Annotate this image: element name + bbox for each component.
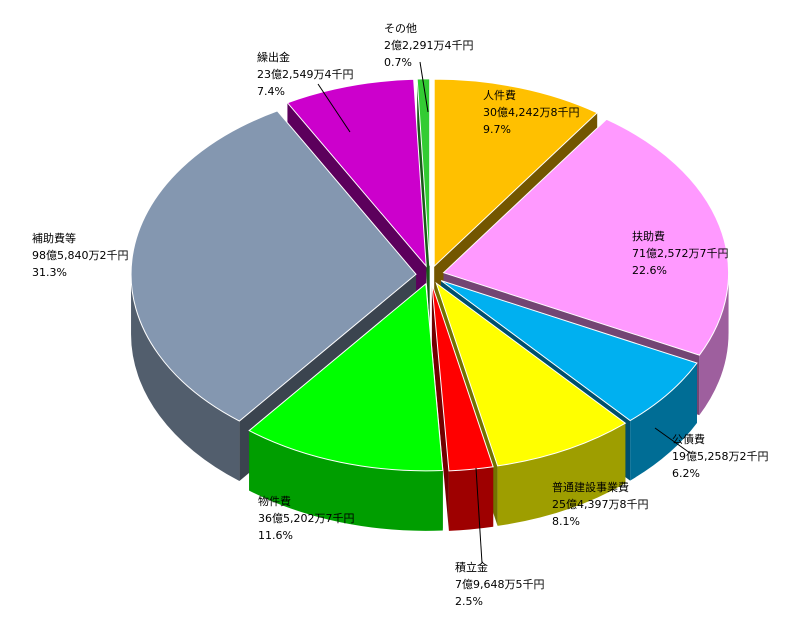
pie-slice-wall: [417, 78, 430, 326]
leader-line: [317, 83, 351, 133]
data-label-amount: 7億9,648万5千円: [455, 578, 545, 591]
pie-tops: [130, 78, 730, 472]
leader-line: [654, 427, 691, 454]
data-label-percent: 22.6%: [632, 264, 667, 277]
pie-slice-1: [442, 118, 730, 356]
data-label-percent: 8.1%: [552, 515, 580, 528]
data-label-amount: 71億2,572万7千円: [632, 247, 729, 260]
pie-slice-outer-wall: [699, 272, 729, 416]
data-label-name: 公債費: [672, 432, 705, 446]
data-label-name: 扶助費: [632, 229, 665, 243]
pie-slice-outer-wall: [131, 274, 240, 482]
data-label-name: 繰出金: [257, 50, 290, 64]
data-label-amount: 2億2,291万4千円: [384, 39, 474, 52]
pie-slice-outer-wall: [630, 363, 697, 481]
pie-slice-outer-wall: [249, 430, 443, 531]
pie-labels: 人件費 30億4,242万8千円 9.7% 扶助費 71億2,572万7千円 22.6% 公…: [32, 22, 769, 608]
pie-slice-0: [433, 78, 599, 268]
data-label-percent: 6.2%: [672, 467, 700, 480]
data-label-amount: 98億5,840万2千円: [32, 249, 129, 262]
data-label-amount: 30億4,242万8千円: [483, 106, 580, 119]
pie-slice-wall: [431, 284, 449, 531]
pie-slice-5: [248, 282, 444, 472]
pie-slice-7: [286, 78, 427, 268]
data-label-name: その他: [384, 22, 417, 35]
pie-slice-2: [440, 280, 698, 422]
data-label-name: 物件費: [258, 494, 291, 508]
pie-slice-outer-wall: [497, 423, 626, 526]
data-label-name: 人件費: [483, 88, 516, 102]
pie-slice-outer-wall: [448, 466, 494, 531]
leader-line: [475, 467, 483, 564]
data-label-percent: 0.7%: [384, 56, 412, 69]
data-label-name: 補助費等: [32, 231, 76, 245]
data-label-percent: 7.4%: [257, 85, 285, 98]
data-label-percent: 9.7%: [483, 123, 511, 136]
pie-slice-4: [431, 283, 494, 472]
data-label-name: 積立金: [455, 560, 488, 574]
pie-slice-6: [130, 110, 417, 422]
data-label-amount: 36億5,202万7千円: [258, 512, 355, 525]
data-label-amount: 19億5,258万2千円: [672, 450, 769, 463]
pie-slice-8: [416, 78, 431, 266]
data-label-name: 普通建設事業費: [552, 480, 629, 494]
data-label-amount: 23億2,549万4千円: [257, 68, 354, 81]
data-label-percent: 31.3%: [32, 266, 67, 279]
leader-line: [419, 61, 429, 113]
pie-slice-side-8: [417, 78, 430, 326]
pie-slice-3: [435, 281, 627, 467]
data-label-percent: 2.5%: [455, 595, 483, 608]
data-label-percent: 11.6%: [258, 529, 293, 542]
data-label-amount: 25億4,397万8千円: [552, 498, 649, 511]
